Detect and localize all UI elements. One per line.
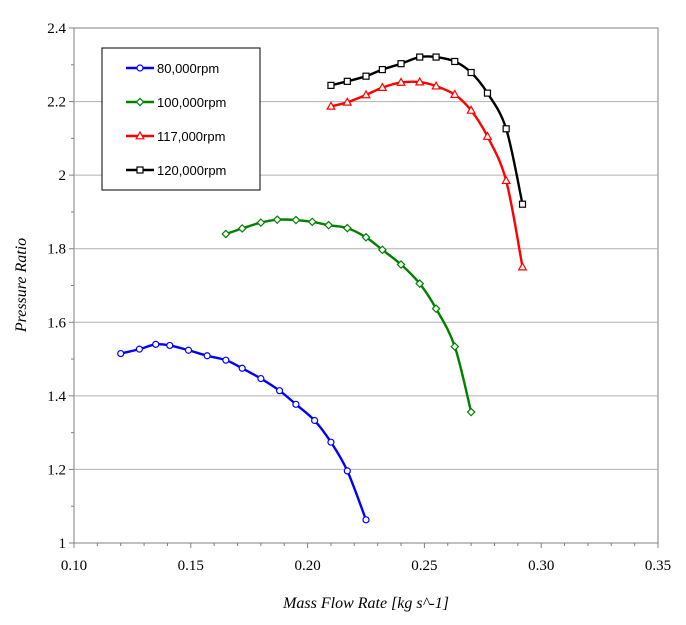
data-point-square <box>362 72 370 80</box>
x-tick-label: 0.25 <box>411 558 437 574</box>
data-point-square <box>416 53 424 61</box>
data-point-diamond <box>307 217 317 227</box>
data-point-diamond <box>256 218 266 228</box>
data-point-circle <box>166 341 174 350</box>
series-100000rpm <box>221 215 476 417</box>
data-point-triangle <box>396 77 406 86</box>
x-tick-label: 0.35 <box>645 558 671 574</box>
data-point-triangle <box>414 76 425 86</box>
data-point-diamond <box>361 232 371 242</box>
data-point-square <box>467 68 475 77</box>
x-tick-label: 0.30 <box>528 558 554 574</box>
data-point-circle <box>184 346 193 354</box>
y-tick-label: 1.6 <box>47 315 66 331</box>
y-tick-label: 1.8 <box>47 242 66 258</box>
x-tick-label: 0.10 <box>61 558 87 574</box>
data-point-triangle <box>431 80 441 90</box>
data-point-square <box>432 53 440 61</box>
data-point-circle <box>362 516 370 524</box>
data-point-circle <box>311 416 319 425</box>
data-point-square <box>483 89 492 97</box>
data-point-circle <box>327 438 335 446</box>
legend-label: 80,000rpm <box>157 61 219 76</box>
data-point-diamond <box>291 215 301 225</box>
data-point-circle <box>238 364 246 372</box>
legend-box <box>101 47 261 191</box>
legend-label: 100,000rpm <box>157 95 226 110</box>
data-point-circle <box>257 374 265 383</box>
data-point-circle <box>152 340 160 348</box>
data-point-circle <box>203 352 211 360</box>
data-point-diamond <box>221 229 231 239</box>
data-point-diamond <box>466 407 476 417</box>
data-point-circle <box>343 467 351 475</box>
x-tick-label: 0.20 <box>294 558 320 574</box>
data-point-diamond <box>377 245 387 255</box>
data-point-square <box>518 200 527 208</box>
series-120000rpm <box>327 53 527 208</box>
data-point-triangle <box>135 130 145 140</box>
y-tick-label: 2 <box>59 168 67 184</box>
data-point-square <box>397 60 405 68</box>
data-point-diamond <box>342 223 352 233</box>
data-point-triangle <box>482 131 493 140</box>
data-point-square <box>343 77 351 85</box>
data-point-triangle <box>377 82 388 91</box>
data-point-diamond <box>324 220 334 230</box>
legend-label: 120,000rpm <box>157 163 226 178</box>
x-axis-title: Mass Flow Rate [kg s^-1] <box>282 595 449 612</box>
y-tick-label: 1.4 <box>47 389 66 405</box>
data-point-triangle <box>342 97 353 106</box>
data-point-triangle <box>501 175 511 185</box>
data-point-diamond <box>272 215 282 225</box>
legend-entry: 80,000rpm <box>126 61 219 76</box>
legend-entry: 100,000rpm <box>126 95 226 110</box>
data-point-diamond <box>396 260 406 269</box>
data-point-circle <box>117 349 125 358</box>
y-tick-label: 1 <box>59 536 67 552</box>
data-point-triangle <box>517 261 528 271</box>
x-tick-label: 0.15 <box>178 558 204 574</box>
data-point-circle <box>135 345 144 353</box>
data-point-square <box>136 166 144 174</box>
legend-entry: 120,000rpm <box>126 163 226 178</box>
series-lines <box>117 53 528 524</box>
data-point-triangle <box>449 89 460 98</box>
data-point-diamond <box>431 304 441 314</box>
series-117000rpm <box>326 76 528 271</box>
data-point-square <box>502 125 510 133</box>
data-point-square <box>451 57 459 66</box>
data-point-square <box>327 81 335 89</box>
axis-ticks: 1 1.2 1.4 1.6 1.8 2 2.2 2.4 0.10 0.15 0.20 0.25 0.30… <box>47 21 671 574</box>
data-point-diamond <box>450 342 460 352</box>
data-point-triangle <box>326 101 336 110</box>
legend: 80,000rpm 100,000rpm 117,000rpm 120,000rpm <box>101 47 261 191</box>
data-point-triangle <box>361 89 371 99</box>
data-point-diamond <box>237 224 247 233</box>
data-point-circle <box>275 387 284 395</box>
y-tick-label: 1.2 <box>47 462 66 478</box>
data-point-triangle <box>466 105 476 114</box>
data-point-square <box>378 65 386 74</box>
y-tick-label: 2.4 <box>47 21 66 37</box>
y-axis-title: Pressure Ratio <box>13 238 30 333</box>
y-tick-label: 2.2 <box>47 95 66 111</box>
series-80000rpm <box>117 340 370 524</box>
data-point-diamond <box>415 279 425 289</box>
data-point-circle <box>222 356 230 364</box>
legend-label: 117,000rpm <box>157 129 225 144</box>
data-point-circle <box>136 64 144 72</box>
data-point-diamond <box>135 97 145 107</box>
data-point-circle <box>292 400 300 408</box>
legend-entry: 117,000rpm <box>126 129 225 144</box>
